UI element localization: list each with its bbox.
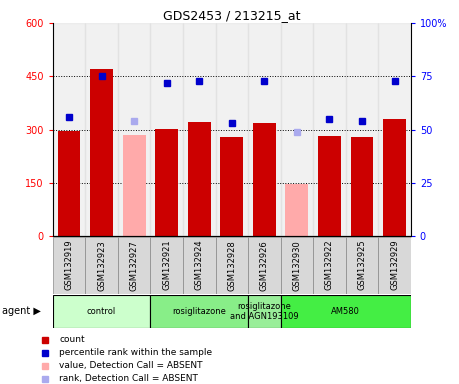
Bar — [378, 237, 411, 294]
Bar — [313, 237, 346, 294]
Text: percentile rank within the sample: percentile rank within the sample — [60, 348, 213, 358]
Bar — [248, 23, 280, 236]
Bar — [248, 237, 280, 294]
Bar — [313, 23, 346, 236]
Bar — [151, 23, 183, 236]
Text: GSM132922: GSM132922 — [325, 240, 334, 290]
Bar — [118, 23, 151, 236]
Text: GSM132929: GSM132929 — [390, 240, 399, 290]
Bar — [123, 135, 146, 236]
Bar — [151, 295, 248, 328]
Text: value, Detection Call = ABSENT: value, Detection Call = ABSENT — [60, 361, 203, 370]
Bar — [351, 137, 373, 236]
Text: GSM132919: GSM132919 — [65, 240, 73, 290]
Bar — [118, 237, 151, 294]
Bar — [151, 237, 183, 294]
Bar — [90, 69, 113, 236]
Text: AM580: AM580 — [331, 307, 360, 316]
Bar — [280, 295, 411, 328]
Bar — [85, 23, 118, 236]
Bar — [383, 119, 406, 236]
Bar — [53, 295, 151, 328]
Bar — [85, 237, 118, 294]
Text: GSM132923: GSM132923 — [97, 240, 106, 291]
Text: count: count — [60, 336, 85, 344]
Bar — [53, 23, 85, 236]
Bar — [183, 237, 216, 294]
Text: GSM132928: GSM132928 — [227, 240, 236, 291]
Text: control: control — [87, 307, 116, 316]
Bar — [220, 137, 243, 236]
Bar — [318, 136, 341, 236]
Bar — [253, 123, 276, 236]
Text: GSM132921: GSM132921 — [162, 240, 171, 290]
Text: rank, Detection Call = ABSENT: rank, Detection Call = ABSENT — [60, 374, 198, 383]
Bar — [280, 237, 313, 294]
Bar — [183, 23, 216, 236]
Bar — [285, 184, 308, 236]
Bar — [378, 23, 411, 236]
Bar — [155, 129, 178, 236]
Bar — [346, 23, 378, 236]
Title: GDS2453 / 213215_at: GDS2453 / 213215_at — [163, 9, 301, 22]
Text: GSM132927: GSM132927 — [129, 240, 139, 291]
Bar — [216, 237, 248, 294]
Text: GSM132930: GSM132930 — [292, 240, 302, 291]
Bar — [188, 122, 211, 236]
Bar — [58, 131, 80, 236]
Text: GSM132924: GSM132924 — [195, 240, 204, 290]
Bar — [346, 237, 378, 294]
Text: rosiglitazone: rosiglitazone — [172, 307, 226, 316]
Bar — [280, 23, 313, 236]
Bar — [248, 295, 280, 328]
Text: GSM132925: GSM132925 — [358, 240, 366, 290]
Bar — [216, 23, 248, 236]
Text: rosiglitazone
and AGN193109: rosiglitazone and AGN193109 — [230, 302, 299, 321]
Text: GSM132926: GSM132926 — [260, 240, 269, 291]
Text: agent ▶: agent ▶ — [2, 306, 41, 316]
Bar — [53, 237, 85, 294]
